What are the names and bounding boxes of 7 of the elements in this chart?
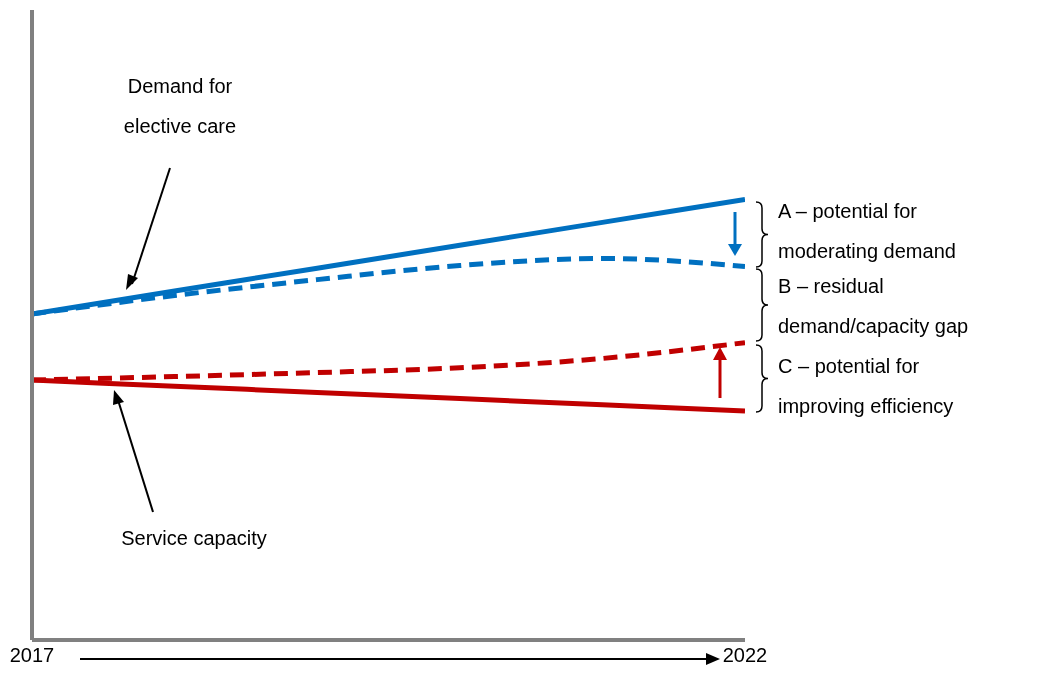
text: C – potential for improving efficiency xyxy=(778,354,955,419)
annotation: Service capacity xyxy=(120,526,268,551)
text: B – residual demand/capacity gap xyxy=(778,274,970,339)
x-tick-label: 2017 xyxy=(9,644,55,667)
text: Demand for elective care xyxy=(122,74,238,139)
x-tick-label: 2022 xyxy=(722,644,768,667)
text: A – potential for moderating demand xyxy=(778,199,957,264)
